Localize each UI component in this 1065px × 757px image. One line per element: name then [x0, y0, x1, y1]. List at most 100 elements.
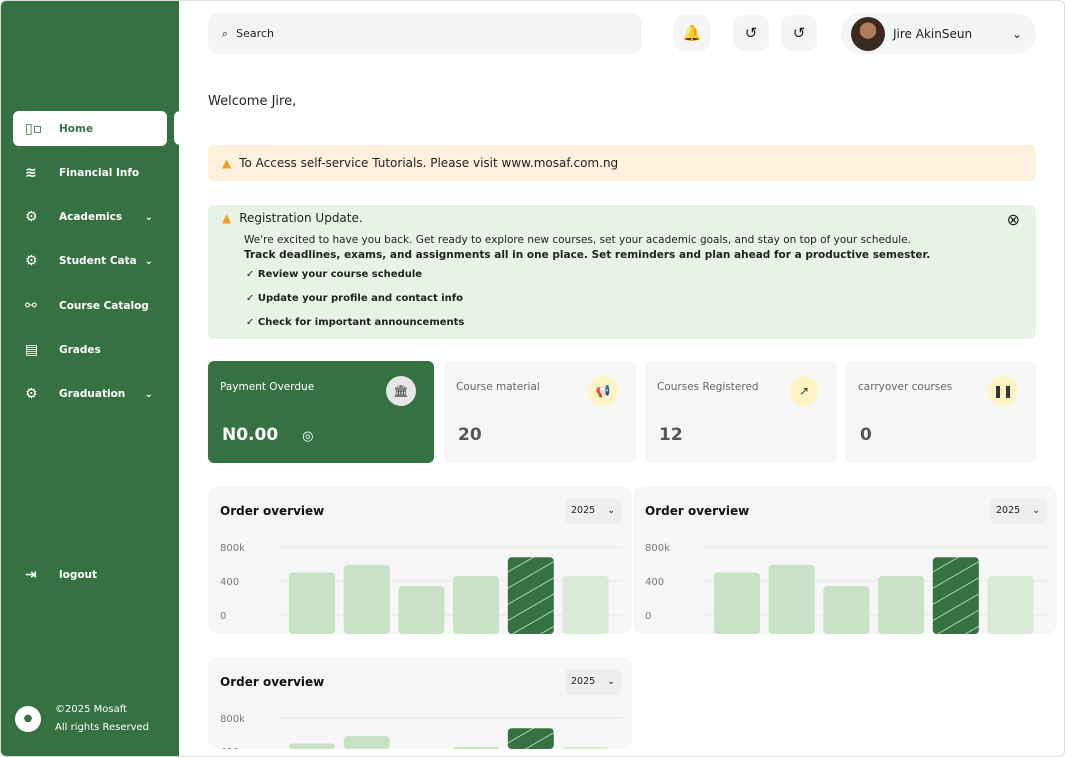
- rss-icon: ≋: [25, 164, 37, 181]
- y-tick-label: 400: [220, 747, 239, 749]
- chevron-down-icon: ⌄: [144, 388, 153, 400]
- sidebar-item-label: Graduation: [59, 388, 126, 401]
- eye-off-icon[interactable]: ◎: [302, 429, 314, 444]
- sidebar-item-graduation[interactable]: ⚙ Graduation ⌄: [13, 377, 167, 412]
- y-tick-label: 400: [220, 577, 239, 588]
- bar[interactable]: [289, 572, 335, 635]
- check-item: ✓ Update your profile and contact info: [246, 293, 463, 304]
- year-select[interactable]: 2025 ⌄: [990, 498, 1046, 524]
- history-icon[interactable]: ↺: [733, 15, 769, 51]
- gear-icon: ⚙: [25, 209, 38, 226]
- layout-icon: ▯▫: [25, 120, 43, 137]
- bar-chart: 800k 400 0: [645, 543, 1048, 635]
- bar[interactable]: [453, 575, 500, 634]
- pause-icon: ❚❚: [988, 376, 1018, 406]
- y-tick-label: 800k: [220, 714, 245, 725]
- chevron-down-icon: ⌄: [1032, 505, 1041, 516]
- card-course-material: Course material 📢 20: [444, 361, 636, 463]
- reg-line1: We're excited to have you back. Get read…: [244, 234, 911, 246]
- bar-chart: 800k 400 0: [220, 543, 623, 635]
- sidebar-item-label: Grades: [59, 344, 101, 356]
- logout-icon: ⇥: [25, 566, 37, 583]
- bar[interactable]: [714, 572, 760, 635]
- welcome-text: Welcome Jire,: [208, 94, 297, 109]
- sidebar-item-label: Academics: [59, 211, 123, 224]
- sidebar-item-label: Home: [59, 122, 94, 135]
- chevron-down-icon: ⌄: [144, 255, 153, 267]
- user-name: Jire AkinSeun: [893, 26, 973, 41]
- user-menu[interactable]: Jire AkinSeun ⌄: [841, 13, 1036, 54]
- bar[interactable]: [343, 735, 390, 749]
- card-label: Payment Overdue: [220, 381, 315, 393]
- card-label: Course material: [456, 381, 540, 393]
- bar[interactable]: [878, 575, 925, 634]
- bar[interactable]: [507, 728, 554, 749]
- logout-label: logout: [59, 568, 98, 581]
- reg-title: Registration Update.: [239, 211, 363, 225]
- trend-icon: ↗: [789, 376, 819, 406]
- chevron-down-icon: ⌄: [144, 211, 153, 223]
- sidebar-item-financial-info[interactable]: ≋ Financial Info: [13, 155, 167, 190]
- bar[interactable]: [289, 743, 335, 750]
- y-tick-label: 800k: [220, 543, 245, 554]
- search-input[interactable]: ⌕ Search: [208, 13, 642, 54]
- bar[interactable]: [398, 586, 445, 634]
- megaphone-icon: 📢: [588, 376, 618, 406]
- bar[interactable]: [768, 564, 815, 634]
- check-item: ✓ Check for important announcements: [246, 317, 465, 328]
- gear-icon: ⚙: [25, 253, 38, 270]
- sidebar-item-label: Financial Info: [59, 166, 140, 179]
- tutorial-notice: ▲ To Access self-service Tutorials. Pleas…: [208, 145, 1036, 181]
- sidebar-item-home[interactable]: ▯▫ Home: [13, 111, 167, 146]
- bank-icon: 🏛: [386, 376, 416, 406]
- order-overview-chart: Order overview 2025 ⌄ 800k 400 0: [633, 486, 1057, 634]
- notice-text: To Access self-service Tutorials. Please…: [239, 156, 619, 170]
- bar[interactable]: [343, 564, 390, 634]
- card-label: carryover courses: [858, 381, 953, 393]
- chart-title: Order overview: [220, 675, 325, 689]
- logout-button[interactable]: ⇥ logout: [13, 557, 167, 592]
- bar[interactable]: [453, 746, 500, 749]
- bar[interactable]: [932, 557, 979, 634]
- sidebar-item-course-catalog[interactable]: ⚯ Course Catalog: [13, 288, 167, 323]
- bar[interactable]: [562, 746, 609, 749]
- card-value: 0: [860, 425, 872, 445]
- sidebar-item-grades[interactable]: ▤ Grades: [13, 333, 167, 368]
- close-icon[interactable]: ⊗: [1006, 210, 1020, 229]
- sidebar-item-label: Course Catalog: [59, 299, 149, 312]
- sidebar-item-label: Student Cata: [59, 255, 137, 268]
- y-tick-label: 800k: [645, 543, 670, 554]
- bell-icon[interactable]: 🔔: [674, 15, 710, 51]
- order-overview-chart: Order overview 2025 ⌄ 800k 400 0: [208, 486, 632, 634]
- sidebar-item-academics[interactable]: ⚙ Academics ⌄: [13, 200, 167, 235]
- sidebar-item-student-cata[interactable]: ⚙ Student Cata ⌄: [13, 244, 167, 279]
- card-label: Courses Registered: [657, 381, 759, 393]
- bar[interactable]: [987, 575, 1034, 634]
- order-overview-chart: Order overview 2025⌄ 800k 400: [208, 657, 632, 749]
- search-placeholder: Search: [236, 27, 274, 40]
- card-value: N0.00 ◎: [222, 425, 314, 445]
- bar[interactable]: [562, 575, 609, 634]
- chevron-down-icon: ⌄: [607, 505, 616, 516]
- year-select[interactable]: 2025 ⌄: [565, 498, 621, 524]
- card-carryover: carryover courses ❚❚ 0: [846, 361, 1036, 463]
- check-text: Review your course schedule: [257, 269, 423, 280]
- check-text: Update your profile and contact info: [257, 293, 463, 304]
- search-icon: ⌕: [222, 26, 229, 40]
- rights: All rights Reserved: [55, 722, 150, 733]
- history-icon-2[interactable]: ↺: [781, 15, 817, 51]
- check-item: ✓ Review your course schedule: [246, 269, 423, 280]
- y-tick-label: 0: [220, 611, 226, 622]
- copyright: ©2025 Mosaft: [55, 704, 127, 715]
- chart-title: Order overview: [645, 504, 750, 518]
- chevron-down-icon: ⌄: [1011, 26, 1022, 41]
- mosaft-logo: ●: [15, 706, 41, 732]
- year-select[interactable]: 2025 ⌄: [565, 669, 621, 695]
- sidebar: ▯▫ Home ≋ Financial Info ⚙ Academics ⌄ ⚙ Student…: [1, 1, 179, 756]
- bar[interactable]: [823, 586, 870, 634]
- bar[interactable]: [507, 557, 554, 634]
- warning-icon: ▲: [222, 156, 232, 170]
- git-branch-icon: ⚯: [25, 297, 37, 314]
- chart-title: Order overview: [220, 504, 325, 518]
- y-tick-label: 400: [645, 577, 664, 588]
